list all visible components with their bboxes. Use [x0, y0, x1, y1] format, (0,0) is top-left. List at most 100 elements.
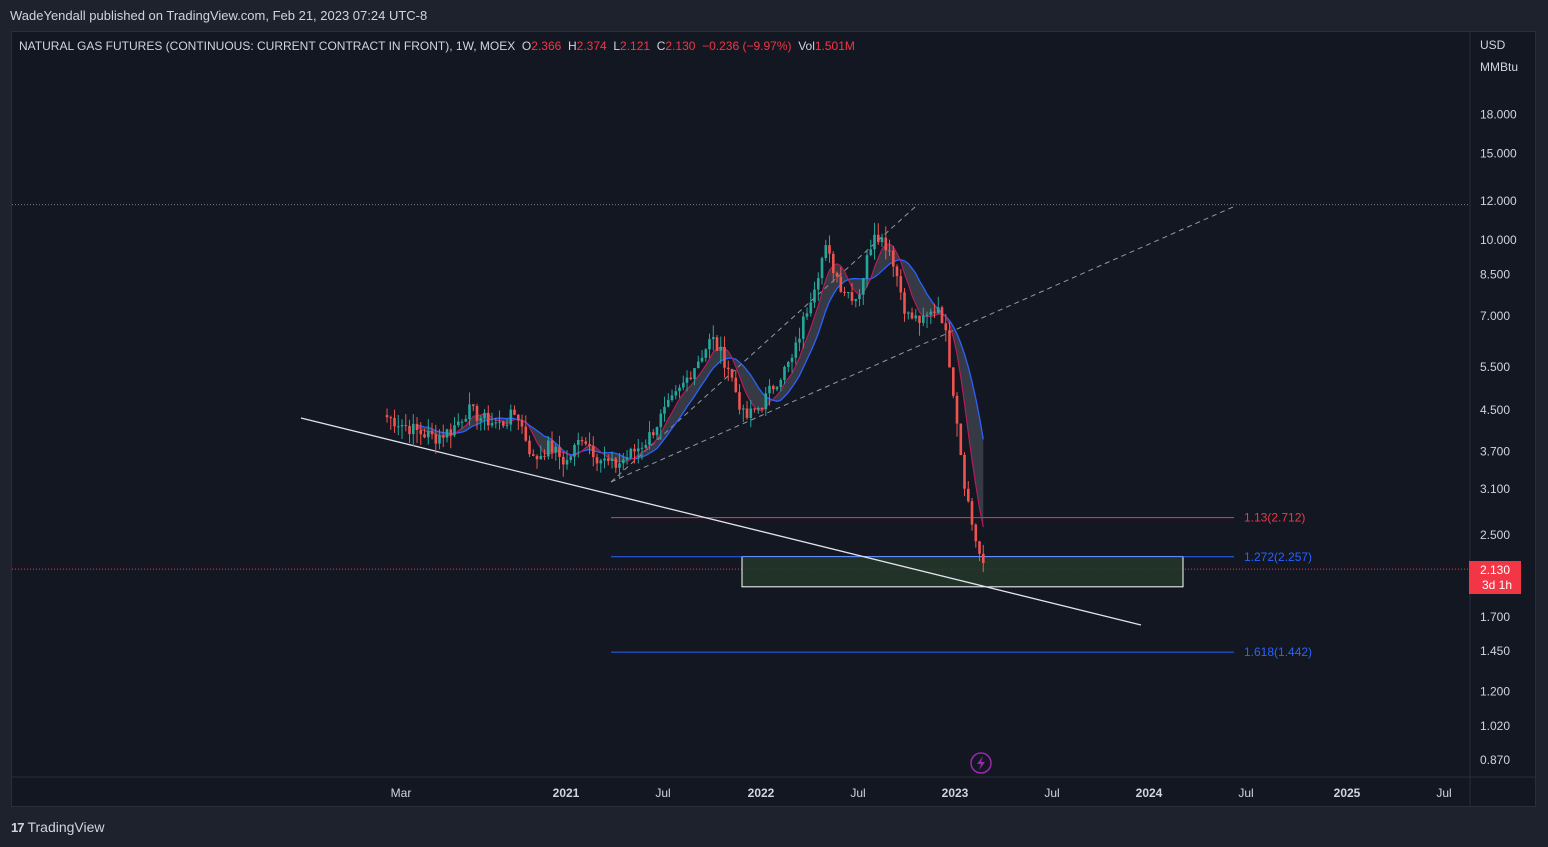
volume-value: 1.501M — [814, 39, 855, 53]
candle-body — [532, 454, 535, 456]
candle-body — [918, 315, 921, 323]
candle-body — [689, 377, 693, 380]
candle-body — [685, 377, 689, 383]
ma-slow-line — [416, 259, 984, 460]
candle-body — [472, 404, 475, 407]
fib-labels-layer: 1.13(2.712) 1.272(2.257) 1.618(1.442) — [1244, 511, 1312, 660]
y-tick-label: 4.500 — [1480, 403, 1510, 417]
candle-body — [565, 460, 569, 465]
candle-body — [895, 266, 899, 277]
candle-body — [457, 421, 460, 426]
candle-body — [389, 417, 393, 419]
candle-body — [655, 427, 659, 436]
y-tick-label: 7.000 — [1480, 309, 1510, 323]
candle-body — [809, 302, 813, 314]
channel-lower-line[interactable] — [610, 206, 1234, 483]
candle-body — [745, 408, 749, 418]
candle-body — [850, 292, 854, 301]
candle-body — [798, 338, 801, 343]
candle-body — [652, 432, 655, 436]
candle-body — [558, 446, 561, 457]
high-value: 2.374 — [576, 39, 607, 53]
candle-body — [517, 414, 520, 421]
support-trendline[interactable] — [300, 417, 1142, 626]
candle-body — [397, 426, 400, 428]
candle-body — [843, 291, 846, 293]
y-tick-label: 15.000 — [1480, 147, 1517, 161]
candle-body — [783, 366, 786, 380]
candle-body — [970, 501, 974, 525]
x-tick-label: 2023 — [942, 786, 969, 800]
candle-body — [760, 408, 764, 410]
candle-body — [982, 553, 985, 563]
candle-body — [483, 412, 486, 419]
last-price-tag: 2.130 3d 1h — [1469, 561, 1521, 594]
candle-body — [502, 421, 505, 426]
candle-body — [618, 463, 621, 468]
volume-label: Vol — [798, 39, 815, 53]
candle-body — [963, 454, 966, 489]
publisher-attribution: WadeYendall published on TradingView.com… — [10, 8, 428, 23]
target-zone-box[interactable] — [741, 555, 1184, 588]
candle-body — [595, 457, 599, 464]
candle-body — [944, 323, 948, 331]
candle-body — [498, 421, 501, 423]
candle-body — [415, 423, 419, 430]
candle-body — [839, 276, 843, 292]
candle-body — [464, 418, 468, 422]
candle-body — [907, 312, 910, 314]
candle-body — [670, 395, 674, 400]
candle-body — [475, 406, 479, 421]
chart-grid-layer — [12, 204, 1470, 570]
candle-body — [828, 245, 831, 254]
y-tick-label: 10.000 — [1480, 233, 1517, 247]
candle-body — [712, 337, 715, 340]
low-label: L — [613, 39, 621, 53]
candle-body — [562, 456, 565, 465]
tradingview-logo[interactable]: 17 TradingView — [11, 819, 105, 835]
candle-body — [914, 315, 918, 319]
y-tick-label: 2.500 — [1480, 528, 1510, 542]
fib-level-label: 1.272(2.257) — [1244, 550, 1312, 564]
candle-body — [708, 339, 711, 350]
candle-body — [734, 377, 738, 393]
candle-body — [637, 448, 640, 452]
candle-body — [412, 423, 415, 435]
y-tick-label: 1.200 — [1480, 684, 1510, 698]
candle-body — [899, 276, 903, 293]
candle-body — [408, 426, 411, 435]
candle-body — [607, 458, 610, 462]
candle-body — [678, 387, 681, 392]
candle-body — [790, 357, 794, 363]
chart-panel[interactable] — [11, 31, 1536, 807]
candle-body — [543, 455, 546, 457]
candle-body — [667, 399, 670, 407]
candle-body — [753, 408, 756, 410]
candle-body — [404, 425, 408, 427]
candle-body — [622, 459, 625, 464]
last-price-label: 2.130 — [1480, 563, 1510, 577]
candle-body — [513, 409, 516, 415]
open-value: 2.366 — [531, 39, 562, 53]
candle-body — [835, 272, 839, 277]
candle-body — [648, 432, 651, 445]
candle-body — [400, 425, 404, 427]
candle-body — [704, 349, 708, 358]
drawing-layer — [300, 206, 1234, 653]
candle-body — [445, 429, 449, 438]
candle-body — [509, 409, 513, 425]
candle-body — [817, 278, 820, 290]
candle-body — [434, 434, 438, 444]
symbol-legend: NATURAL GAS FUTURES (CONTINUOUS: CURRENT… — [19, 39, 855, 53]
y-tick-label: 5.500 — [1480, 360, 1510, 374]
candle-body — [385, 415, 389, 418]
axis-layer: USD MMBtu 18.000 15.000 12.000 10.000 8.500 7… — [12, 32, 1535, 806]
candle-body — [854, 299, 858, 301]
candle-body — [903, 292, 906, 314]
lightning-icon[interactable] — [970, 752, 992, 774]
candle-body — [539, 455, 543, 460]
candle-body — [948, 330, 951, 368]
candle-body — [419, 430, 423, 435]
candle-body — [865, 255, 869, 279]
